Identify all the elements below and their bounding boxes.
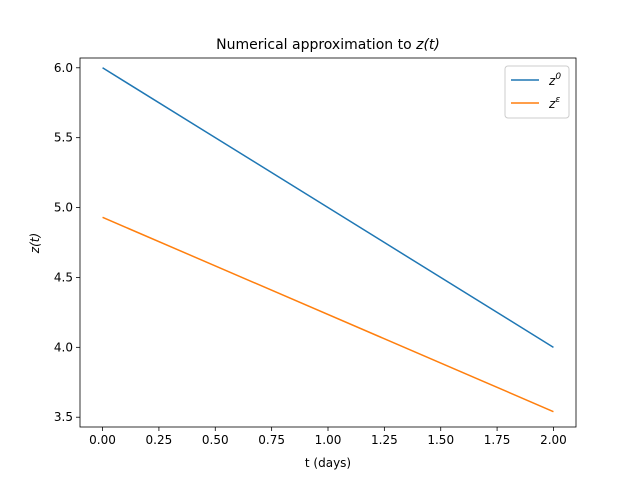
x-tick-label: 0.25 <box>146 433 173 447</box>
chart-title-text: Numerical approximation to <box>216 37 416 53</box>
y-tick-label: 5.0 <box>54 201 73 215</box>
x-tick-label: 0.00 <box>89 433 116 447</box>
series-line-0 <box>102 67 554 348</box>
legend-label-1: zε <box>548 95 560 111</box>
y-tick-label: 5.5 <box>54 131 73 145</box>
x-axis-label: t (days) <box>305 456 351 470</box>
chart-title-math: z(t) <box>415 37 440 53</box>
x-tick-label: 1.00 <box>315 433 342 447</box>
x-tick-label: 1.25 <box>371 433 398 447</box>
x-tick-label: 1.75 <box>484 433 511 447</box>
x-tick-label: 1.50 <box>427 433 454 447</box>
x-tick-label: 0.75 <box>258 433 285 447</box>
y-tick-label: 6.0 <box>54 61 73 75</box>
series-line-1 <box>102 216 554 413</box>
legend-box <box>504 65 570 119</box>
y-tick-label: 4.5 <box>54 270 73 284</box>
legend-label-0: z0 <box>548 72 561 88</box>
y-tick-label: 3.5 <box>54 410 73 424</box>
y-axis-label: z(t) <box>28 233 42 254</box>
chart-title: Numerical approximation to z(t) <box>216 37 440 53</box>
x-tick-label: 0.50 <box>202 433 229 447</box>
x-tick-label: 2.00 <box>540 433 567 447</box>
y-tick-label: 4.0 <box>54 340 73 354</box>
